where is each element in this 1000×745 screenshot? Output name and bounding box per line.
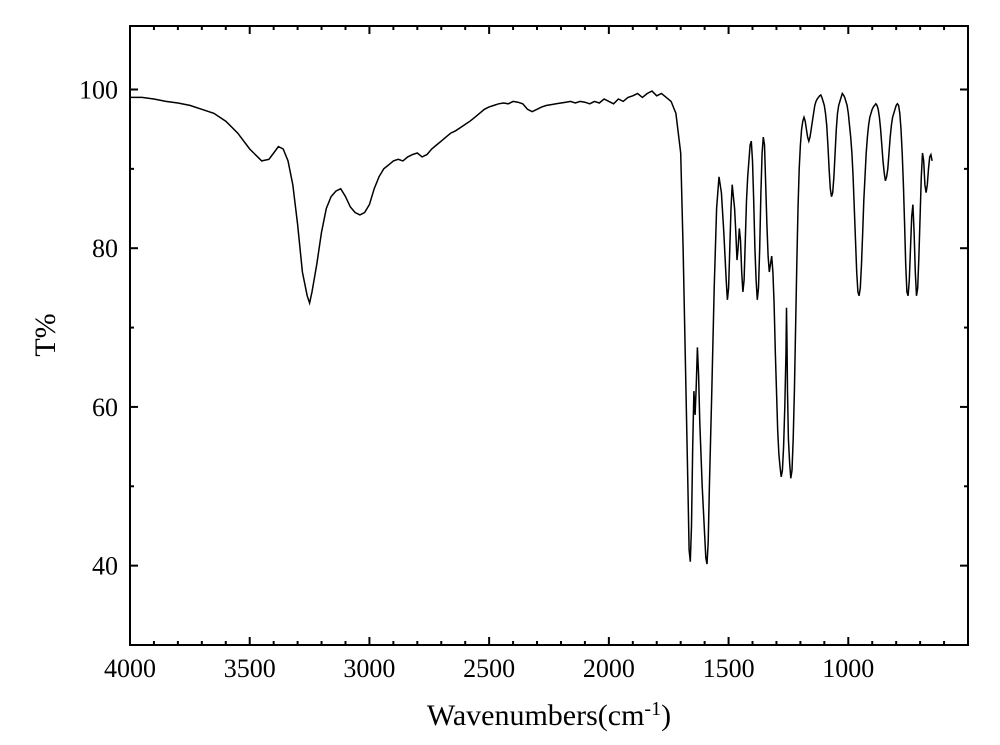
svg-text:4000: 4000 (104, 654, 156, 683)
x-axis-ticks-top (130, 26, 848, 34)
ir-spectrum-chart: 4000 3500 3000 2500 2000 1500 1000 40 60 80 100 W… (0, 0, 1000, 745)
svg-text:2500: 2500 (463, 654, 515, 683)
spectrum-trace (130, 91, 932, 564)
plot-border (130, 26, 968, 645)
svg-text:2000: 2000 (583, 654, 635, 683)
svg-text:40: 40 (92, 552, 118, 581)
y-axis-minor-ticks (130, 169, 968, 645)
x-axis-ticks: 4000 3500 3000 2500 2000 1500 1000 (104, 637, 874, 683)
svg-text:80: 80 (92, 234, 118, 263)
chart-svg: 4000 3500 3000 2500 2000 1500 1000 40 60 80 100 W… (0, 0, 1000, 745)
svg-text:60: 60 (92, 393, 118, 422)
svg-text:1000: 1000 (822, 654, 874, 683)
svg-text:3500: 3500 (224, 654, 276, 683)
y-axis-label: T% (29, 313, 62, 356)
svg-text:3000: 3000 (343, 654, 395, 683)
x-axis-label: Wavenumbers(cm-1) (427, 698, 671, 732)
svg-text:100: 100 (79, 75, 118, 104)
x-axis-minor-ticks (154, 26, 968, 645)
svg-text:1500: 1500 (703, 654, 755, 683)
